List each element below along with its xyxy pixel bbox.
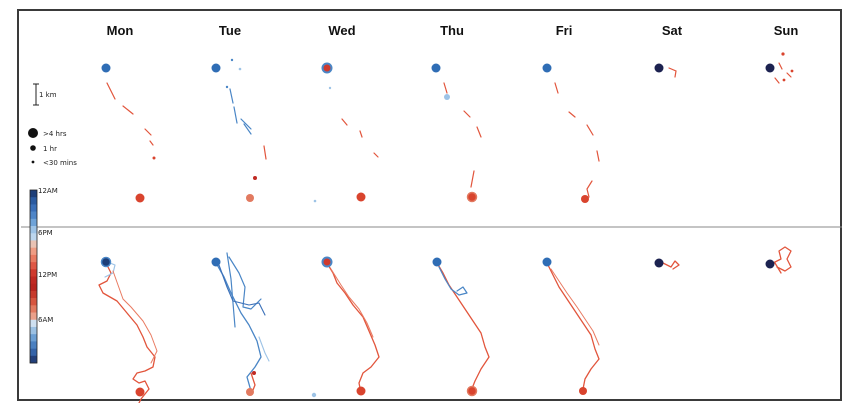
mobility-diagram: Mon Tue Wed Thu Fri Sat Sun 1 km >4 hrs … [21,23,842,403]
colorbar-cell [30,211,37,220]
figure-frame: Mon Tue Wed Thu Fri Sat Sun 1 km >4 hrs … [17,9,842,403]
day-label-sat: Sat [662,23,683,38]
trajectory-tue-bottom [211,252,270,396]
work-marker [466,385,478,397]
work-marker [135,387,145,397]
trajectory-thu-bottom [432,257,490,397]
work-marker [579,387,587,395]
colorbar-cell [30,204,37,212]
trajectory-mon-bottom [98,256,158,403]
home-marker [654,258,664,268]
colorbar-cell [30,190,37,198]
colorbar-label-6am: 6AM [38,316,53,324]
colorbar-cell [30,226,37,234]
time-of-day-colorbar [29,189,38,364]
colorbar-cell [30,290,37,299]
day-label-sun: Sun [774,23,799,38]
work-marker [356,386,366,396]
home-marker [101,63,111,73]
day-label-wed: Wed [328,23,355,38]
scale-bar: 1 km [33,83,57,106]
colorbar-cell [30,233,37,241]
colorbar-cell [30,254,37,263]
legend-dot-small [31,160,35,164]
legend-label-small: <30 mins [43,159,77,167]
trajectory-wed-bottom [311,256,380,398]
day-label-mon: Mon [107,23,134,38]
colorbar-cell [30,218,37,227]
colorbar-cell [30,197,37,205]
work-marker [356,192,366,202]
work-marker [246,194,254,202]
legend-label-medium: 1 hr [43,145,57,153]
colorbar-cell [30,262,37,270]
colorbar-label-12am: 12AM [38,187,58,195]
colorbar-label-12pm: 12PM [38,271,57,279]
home-marker [542,257,552,267]
colorbar-cell [30,326,37,335]
colorbar-cell [30,355,37,364]
home-marker [100,256,112,268]
trajectory-fri-bottom [542,257,600,395]
trajectory-wed-top [313,62,379,203]
colorbar-cell [30,298,37,306]
duration-legend: >4 hrs 1 hr <30 mins [28,128,77,167]
home-marker [321,62,333,74]
scale-bar-label: 1 km [39,91,57,99]
legend-label-large: >4 hrs [43,130,67,138]
day-label-thu: Thu [440,23,464,38]
colorbar-cell [30,247,37,256]
colorbar-cell [30,319,37,328]
legend-dot-large [28,128,38,138]
trajectory-fri-top [542,63,600,203]
home-marker [321,256,333,268]
day-label-tue: Tue [219,23,241,38]
work-marker [466,191,478,203]
home-marker [765,259,775,269]
trajectory-sun-top [765,52,794,84]
colorbar-cell [30,348,37,357]
work-marker [581,195,589,203]
work-marker [246,388,254,396]
colorbar-cell [30,341,37,349]
trajectory-sat-top [654,63,677,78]
bottom-panel [98,246,792,403]
trajectory-sun-bottom [765,246,792,274]
home-marker [654,63,664,73]
legend-dot-medium [30,145,36,151]
trajectory-sat-bottom [654,258,680,270]
colorbar-cell [30,240,37,248]
home-marker [211,63,221,73]
colorbar-cell [30,269,37,277]
colorbar-cell [30,305,37,313]
colorbar-cell [30,276,37,285]
day-label-fri: Fri [556,23,573,38]
home-marker [542,63,552,73]
colorbar-cell [30,312,37,321]
trajectory-mon-top [101,63,156,203]
colorbar-label-6pm: 6PM [38,229,53,237]
colorbar-outline [29,189,38,364]
trajectory-thu-top [431,63,482,203]
colorbar-cell [30,334,37,342]
home-marker [431,63,441,73]
work-marker [135,193,145,203]
home-marker [765,63,775,73]
trajectory-tue-top [211,58,267,202]
home-marker [432,257,442,267]
home-marker [211,257,221,267]
top-panel [101,52,794,203]
colorbar-cell [30,283,37,292]
